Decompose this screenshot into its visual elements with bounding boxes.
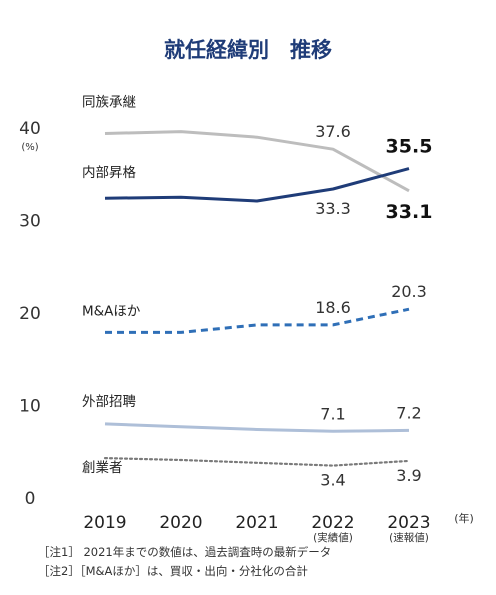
- footnote-2: ［注2］［M&Aほか］は、買収・出向・分社化の合計: [38, 564, 308, 578]
- x-tick-label: 2019: [83, 513, 126, 533]
- series-name-label: 同族承継: [82, 94, 136, 110]
- series-name-label: 創業者: [82, 460, 123, 476]
- x-unit-label: (年): [454, 511, 474, 525]
- data-label: 3.4: [320, 471, 345, 490]
- x-tick-label: 2020: [159, 513, 202, 533]
- x-tick-sublabel: (速報値): [389, 531, 429, 544]
- chart-title: 就任経緯別 推移: [164, 38, 332, 62]
- series-line: [105, 307, 410, 334]
- x-tick-sublabel: (実績値): [313, 531, 353, 544]
- data-label: 35.5: [386, 136, 433, 158]
- series-name-label: M&Aほか: [82, 303, 141, 319]
- series-line: [104, 130, 410, 193]
- data-label: 33.1: [386, 201, 433, 223]
- y-tick-label: 30: [19, 212, 41, 232]
- data-label: 7.1: [320, 404, 345, 423]
- series-line: [104, 422, 410, 433]
- footnote-1: ［注1］ 2021年までの数値は、過去調査時の最新データ: [38, 545, 332, 559]
- data-label: 33.3: [315, 199, 351, 218]
- x-tick-label: 2022: [311, 513, 354, 533]
- series-line: [104, 167, 410, 203]
- footnotes: ［注1］ 2021年までの数値は、過去調査時の最新データ ［注2］［M&Aほか］…: [38, 543, 331, 581]
- series-name-label: 内部昇格: [82, 165, 136, 181]
- y-tick-label: 0: [25, 489, 36, 509]
- y-tick-label: 20: [19, 304, 41, 324]
- series-line: [103, 457, 411, 467]
- data-label: 20.3: [391, 282, 427, 301]
- data-label: 7.2: [396, 403, 421, 422]
- y-unit-label: (%): [21, 142, 38, 153]
- data-label: 37.6: [315, 122, 351, 141]
- x-tick-label: 2023: [387, 513, 430, 533]
- y-tick-label: 10: [19, 397, 41, 417]
- data-label: 3.9: [396, 466, 421, 485]
- data-label: 18.6: [315, 298, 351, 317]
- series-name-label: 外部招聘: [82, 394, 136, 410]
- x-tick-label: 2021: [235, 513, 278, 533]
- y-tick-label: 40: [19, 119, 41, 139]
